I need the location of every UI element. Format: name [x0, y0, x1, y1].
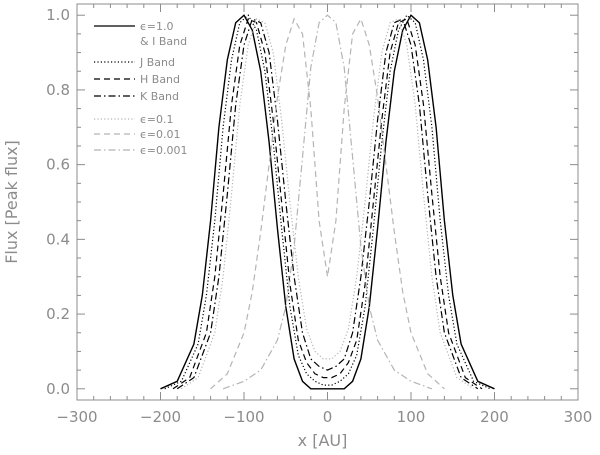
- x-axis-label: x [AU]: [298, 431, 348, 450]
- x-tick-label: 200: [480, 408, 509, 426]
- legend-label-6: ϵ=0.001: [140, 144, 187, 157]
- y-tick-label: 0.2: [46, 305, 70, 323]
- y-axis-label: Flux [Peak flux]: [2, 140, 21, 264]
- series-line-1: [164, 14, 491, 390]
- y-tick-label: 0.6: [46, 156, 70, 174]
- series-line-5: [210, 17, 445, 390]
- x-tick-label: 300: [564, 408, 593, 426]
- legend-label-0: ϵ=1.0: [140, 20, 173, 33]
- legend-label-4: ϵ=0.1: [140, 113, 173, 126]
- series-line-0: [160, 14, 495, 390]
- x-tick-label: −300: [56, 408, 97, 426]
- legend-sublabel-0: & I Band: [140, 35, 187, 48]
- legend-label-2: H Band: [140, 73, 180, 86]
- y-tick-label: 1.0: [46, 6, 70, 24]
- y-tick-label: 0.4: [46, 230, 70, 248]
- series-line-6: [222, 14, 433, 390]
- x-tick-label: 0: [323, 408, 333, 426]
- y-tick-label: 0.0: [46, 380, 70, 398]
- x-tick-label: 100: [397, 408, 426, 426]
- x-tick-label: −100: [223, 408, 264, 426]
- legend-label-5: ϵ=0.01: [140, 128, 180, 141]
- x-tick-label: −200: [140, 408, 181, 426]
- series-line-3: [176, 18, 479, 390]
- y-tick-label: 0.8: [46, 81, 70, 99]
- legend-label-3: K Band: [140, 90, 179, 103]
- legend-label-1: J Band: [139, 56, 175, 69]
- ticks-layer: −300 −200 −100 0 100 200 300 0.0 0.2 0.4 0.6 0.8 1.0: [46, 4, 592, 426]
- legend: ϵ=1.0 & I Band J Band H Band K Band ϵ=0.1 ϵ=0.…: [94, 20, 187, 157]
- series-layer: [160, 14, 495, 390]
- series-line-2: [172, 18, 483, 390]
- series-line-4: [181, 18, 474, 390]
